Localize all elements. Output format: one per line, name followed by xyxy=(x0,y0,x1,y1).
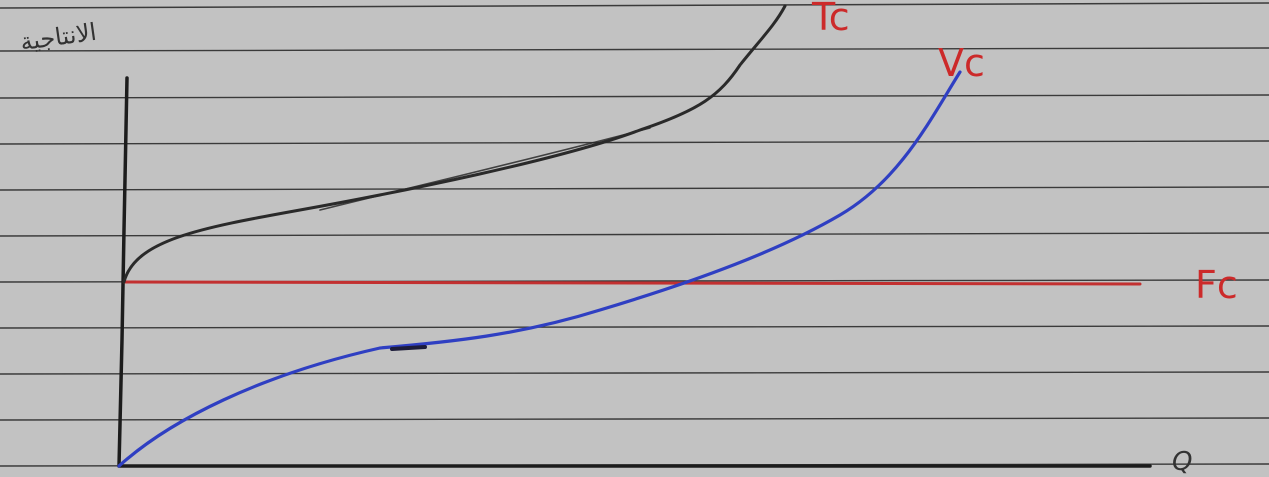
rule-line xyxy=(0,2,1269,9)
rule-line xyxy=(0,417,1269,421)
rule-line xyxy=(0,186,1269,191)
tc-curve xyxy=(122,4,787,284)
rule-line xyxy=(0,140,1269,145)
fc-label: Fc xyxy=(1195,263,1238,307)
vc-curve xyxy=(117,70,962,468)
rule-line xyxy=(0,232,1269,237)
tc-label: Tc xyxy=(811,0,850,39)
vc-overstroke-mark xyxy=(390,345,427,351)
rule-line xyxy=(0,47,1269,52)
rule-line xyxy=(0,325,1269,329)
axes xyxy=(117,76,1152,468)
fc-line xyxy=(122,280,1142,286)
vc-label: Vc xyxy=(938,41,985,85)
tc-curve-overstroke xyxy=(319,127,651,211)
y-axis xyxy=(117,76,129,468)
rule-line xyxy=(0,94,1269,99)
rule-line xyxy=(0,371,1269,375)
x-axis-label: Q xyxy=(1172,447,1192,477)
